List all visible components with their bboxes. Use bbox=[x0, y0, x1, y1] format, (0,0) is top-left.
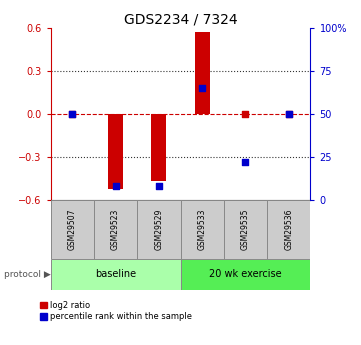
Text: GSM29535: GSM29535 bbox=[241, 209, 250, 250]
Bar bbox=[151, 114, 166, 181]
Text: GSM29523: GSM29523 bbox=[111, 209, 120, 250]
Text: GSM29507: GSM29507 bbox=[68, 209, 77, 250]
FancyBboxPatch shape bbox=[180, 259, 310, 290]
FancyBboxPatch shape bbox=[51, 200, 94, 259]
FancyBboxPatch shape bbox=[137, 200, 180, 259]
Point bbox=[286, 111, 292, 117]
Text: GSM29529: GSM29529 bbox=[155, 209, 163, 250]
Legend: log2 ratio, percentile rank within the sample: log2 ratio, percentile rank within the s… bbox=[40, 301, 192, 321]
FancyBboxPatch shape bbox=[267, 200, 310, 259]
Bar bbox=[108, 114, 123, 189]
Point bbox=[113, 184, 118, 189]
Point bbox=[243, 159, 248, 165]
Point bbox=[156, 184, 162, 189]
Text: GSM29533: GSM29533 bbox=[198, 209, 206, 250]
Text: baseline: baseline bbox=[95, 269, 136, 279]
Point bbox=[69, 111, 75, 117]
FancyBboxPatch shape bbox=[180, 200, 224, 259]
Point bbox=[69, 111, 75, 117]
Point bbox=[199, 85, 205, 91]
FancyBboxPatch shape bbox=[224, 200, 267, 259]
Title: GDS2234 / 7324: GDS2234 / 7324 bbox=[124, 12, 237, 27]
Text: 20 wk exercise: 20 wk exercise bbox=[209, 269, 282, 279]
Text: protocol ▶: protocol ▶ bbox=[4, 270, 51, 279]
Point bbox=[243, 111, 248, 117]
FancyBboxPatch shape bbox=[51, 259, 180, 290]
Bar bbox=[195, 32, 210, 114]
FancyBboxPatch shape bbox=[94, 200, 137, 259]
Point bbox=[286, 111, 292, 117]
Text: GSM29536: GSM29536 bbox=[284, 209, 293, 250]
